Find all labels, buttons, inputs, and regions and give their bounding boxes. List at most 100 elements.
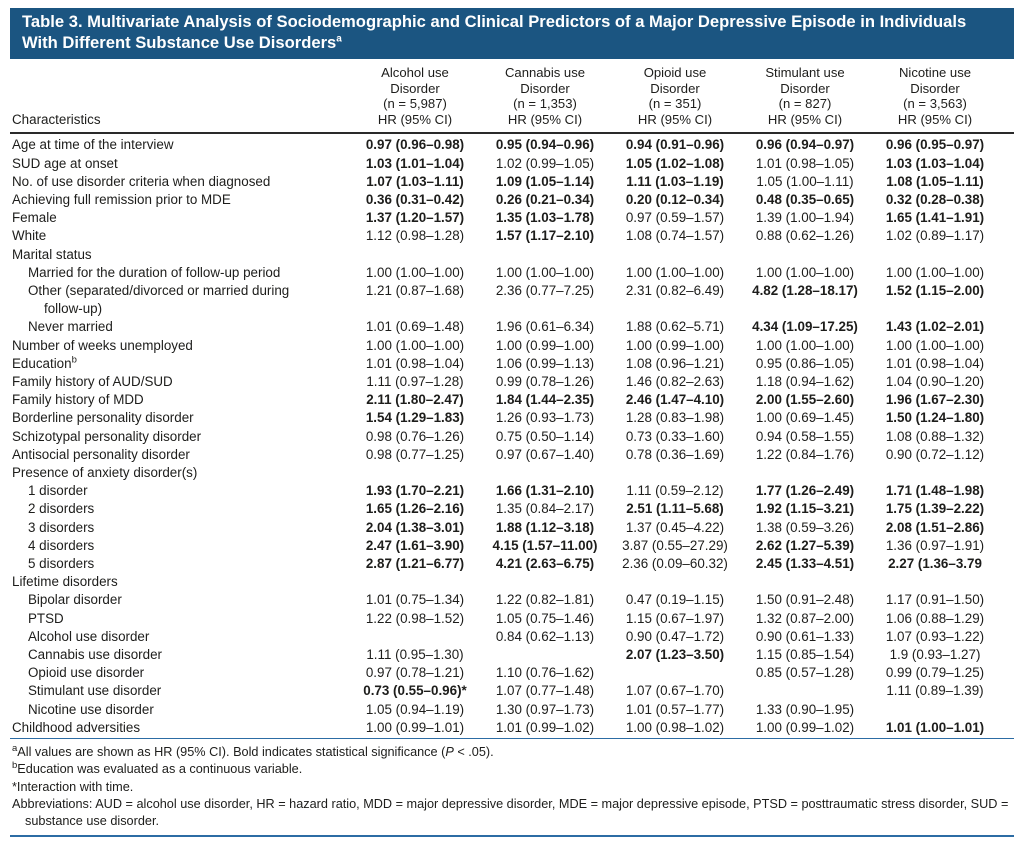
hr-cell: 0.97 (0.59–1.57) bbox=[625, 210, 725, 226]
hr-cell: 0.95 (0.86–1.05) bbox=[755, 355, 855, 371]
data-footnote-divider bbox=[10, 738, 1014, 740]
row-label: Bipolar disorder bbox=[28, 592, 122, 608]
hr-cell: 0.85 (0.57–1.28) bbox=[755, 665, 855, 681]
hr-cell: 0.97 (0.78–1.21) bbox=[365, 665, 465, 681]
table-row: Number of weeks unemployed 1.00 (1.00–1.0… bbox=[10, 337, 1014, 355]
hr-cell: 1.08 (0.96–1.21) bbox=[625, 355, 725, 371]
table-row: Other (separated/divorced or married dur… bbox=[10, 282, 1014, 318]
hr-cell: 1.37 (0.45–4.22) bbox=[625, 519, 725, 535]
table-row: Married for the duration of follow-up pe… bbox=[10, 264, 1014, 282]
hr-cell: 1.54 (1.29–1.83) bbox=[365, 410, 465, 426]
hr-cell: 2.04 (1.38–3.01) bbox=[365, 519, 465, 535]
hr-cell: 1.02 (0.99–1.05) bbox=[495, 155, 595, 171]
hr-cell: 1.06 (0.99–1.13) bbox=[495, 355, 595, 371]
hr-cell: 0.95 (0.94–0.96) bbox=[495, 137, 595, 153]
table-title: Table 3. Multivariate Analysis of Sociod… bbox=[22, 12, 967, 52]
row-label: Schizotypal personality disorder bbox=[12, 428, 202, 444]
column-header-hr: HR (95% CI) bbox=[637, 111, 713, 127]
hr-cell: 1.00 (0.99–1.00) bbox=[625, 337, 725, 353]
hr-cell: 1.01 (0.75–1.34) bbox=[365, 592, 465, 608]
hr-cell: 0.47 (0.19–1.15) bbox=[625, 592, 725, 608]
hr-cell: 1.26 (0.93–1.73) bbox=[495, 410, 595, 426]
row-label: Marital status bbox=[12, 246, 92, 262]
hr-cell: 2.31 (0.82–6.49) bbox=[625, 283, 725, 298]
hr-cell: 1.05 (1.00–1.11) bbox=[756, 173, 854, 189]
hr-cell: 1.00 (0.98–1.02) bbox=[625, 719, 725, 735]
row-label: Borderline personality disorder bbox=[12, 410, 194, 426]
bottom-rule bbox=[10, 834, 1014, 837]
column-header-n: (n = 351) bbox=[648, 96, 702, 112]
hr-cell: 0.75 (0.50–1.14) bbox=[495, 428, 595, 444]
table-row: Never married 1.01 (0.69–1.48) 1.96 (0.61–… bbox=[10, 318, 1014, 336]
hr-cell: 3.87 (0.55–27.29) bbox=[622, 537, 728, 553]
hr-cell: 0.90 (0.72–1.12) bbox=[885, 446, 985, 462]
hr-cell: 1.50 (1.24–1.80) bbox=[885, 410, 985, 426]
row-label: Family history of MDD bbox=[12, 392, 144, 408]
hr-cell: 0.98 (0.76–1.26) bbox=[365, 428, 465, 444]
hr-cell: 1.09 (1.05–1.14) bbox=[495, 173, 595, 189]
hr-cell: 1.00 (1.00–1.00) bbox=[885, 264, 985, 280]
hr-cell: 1.88 (1.12–3.18) bbox=[495, 519, 595, 535]
hr-cell: 1.00 (1.00–1.00) bbox=[625, 264, 725, 280]
row-label: Lifetime disorders bbox=[12, 574, 118, 590]
hr-cell: 1.00 (1.00–1.00) bbox=[755, 337, 855, 353]
hr-cell: 1.07 (0.93–1.22) bbox=[885, 628, 985, 644]
column-header-alcohol: Alcohol use Disorder (n = 5,987) HR (95%… bbox=[350, 65, 480, 127]
label-superscript: b bbox=[71, 354, 77, 366]
hr-cell: 0.97 (0.96–0.98) bbox=[365, 137, 465, 153]
row-label: 1 disorder bbox=[28, 483, 88, 499]
column-header-n: (n = 5,987) bbox=[383, 96, 447, 112]
hr-cell: 1.75 (1.39–2.22) bbox=[885, 501, 985, 517]
hr-cell: 2.87 (1.21–6.77) bbox=[365, 556, 465, 572]
hr-cell: 1.01 (0.57–1.77) bbox=[625, 701, 725, 717]
hr-cell: 1.08 (0.74–1.57) bbox=[625, 228, 725, 244]
row-label: Age at time of the interview bbox=[12, 137, 174, 153]
row-label: No. of use disorder criteria when diagno… bbox=[12, 173, 271, 189]
section-row: Lifetime disorders bbox=[10, 573, 1014, 591]
table-row: SUD age at onset 1.03 (1.01–1.04) 1.02 (0.… bbox=[10, 155, 1014, 173]
column-header-row: Characteristics Alcohol use Disorder (n … bbox=[10, 59, 1014, 135]
hr-cell: 1.08 (0.88–1.32) bbox=[885, 428, 985, 444]
footnote-text: All values are shown as HR (95% CI). Bol… bbox=[17, 745, 446, 760]
hr-cell: 1.05 (0.94–1.19) bbox=[365, 701, 465, 717]
column-header-line: Disorder bbox=[520, 80, 570, 96]
column-header-line: Nicotine use bbox=[898, 65, 972, 80]
row-label: Achieving full remission prior to MDE bbox=[12, 191, 231, 207]
hr-cell bbox=[870, 701, 1000, 719]
row-label: Number of weeks unemployed bbox=[12, 337, 193, 353]
hr-cell: 4.34 (1.09–17.25) bbox=[752, 319, 858, 335]
hr-cell: 2.36 (0.09–60.32) bbox=[622, 556, 728, 572]
hr-cell: 0.99 (0.79–1.25) bbox=[885, 665, 985, 681]
column-header-hr: HR (95% CI) bbox=[507, 111, 583, 127]
hr-cell: 0.73 (0.33–1.60) bbox=[625, 428, 725, 444]
hr-cell: 1.77 (1.26–2.49) bbox=[755, 483, 855, 499]
hr-cell: 0.26 (0.21–0.34) bbox=[495, 191, 595, 207]
footnote-superscript: a bbox=[12, 742, 18, 754]
column-header-line: Alcohol use bbox=[381, 65, 449, 80]
table-row: 4 disorders 2.47 (1.61–3.90) 4.15 (1.57–11… bbox=[10, 537, 1014, 555]
hr-cell: 0.84 (0.62–1.13) bbox=[495, 628, 595, 644]
table-row: Female 1.37 (1.20–1.57) 1.35 (1.03–1.78) 0.… bbox=[10, 209, 1014, 227]
footnote-superscript: b bbox=[12, 760, 18, 772]
hr-cell: 1.11 (0.97–1.28) bbox=[366, 374, 464, 390]
hr-cell: 0.78 (0.36–1.69) bbox=[625, 446, 725, 462]
hr-cell: 0.99 (0.78–1.26) bbox=[495, 374, 595, 390]
table-row: Family history of AUD/SUD 1.11 (0.97–1.28… bbox=[10, 373, 1014, 391]
hr-cell: 2.45 (1.33–4.51) bbox=[755, 556, 855, 572]
hr-cell: 2.00 (1.55–2.60) bbox=[755, 392, 855, 408]
hr-cell bbox=[740, 682, 870, 700]
footnote-text: Education was evaluated as a continuous … bbox=[17, 762, 303, 777]
row-label: SUD age at onset bbox=[12, 155, 118, 171]
column-header-line: Cannabis use bbox=[504, 65, 586, 80]
row-label: 2 disorders bbox=[28, 501, 95, 517]
hr-cell: 1.22 (0.98–1.52) bbox=[365, 610, 465, 626]
hr-cell: 0.36 (0.31–0.42) bbox=[365, 191, 465, 207]
row-label: Never married bbox=[28, 319, 113, 335]
hr-cell: 1.11 (1.03–1.19) bbox=[626, 173, 724, 189]
column-header-line: Opioid use bbox=[643, 65, 707, 80]
row-label: White bbox=[12, 228, 47, 244]
table-row: Antisocial personality disorder 0.98 (0.7… bbox=[10, 446, 1014, 464]
hr-cell: 2.27 (1.36–3.79 bbox=[888, 556, 982, 572]
column-header-line: Disorder bbox=[780, 80, 830, 96]
column-header-line: Stimulant use bbox=[765, 65, 845, 80]
